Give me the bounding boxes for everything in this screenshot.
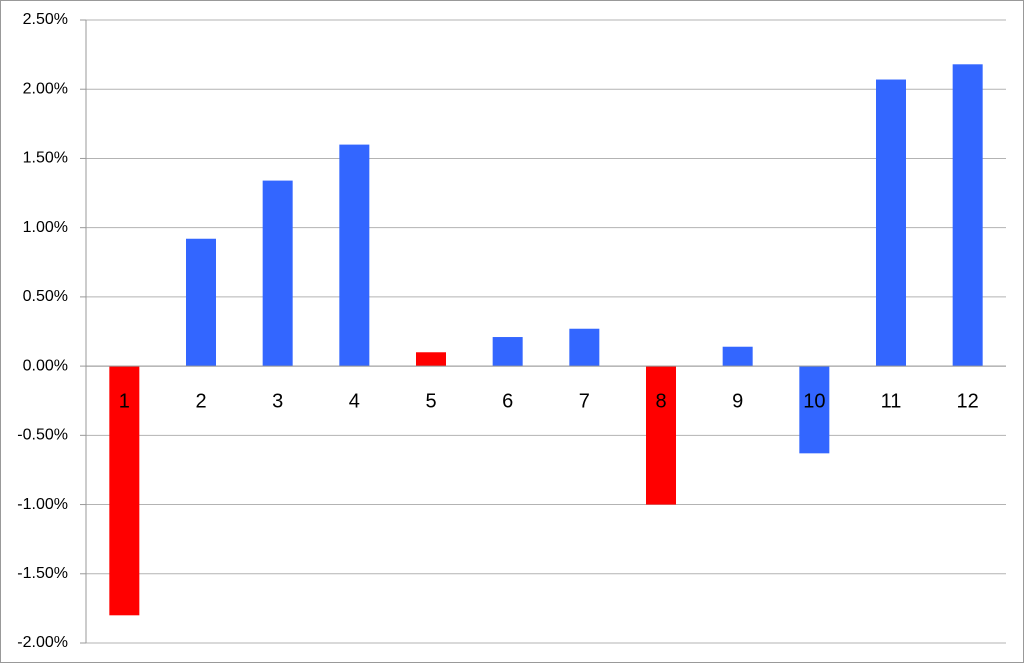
bar [262, 180, 293, 367]
x-tick-label: 9 [732, 390, 743, 412]
y-tick-label: -1.00% [17, 496, 68, 513]
bar [109, 366, 140, 616]
y-tick-label: -0.50% [17, 427, 68, 444]
x-tick-label: 5 [425, 390, 436, 412]
y-tick-label: -1.50% [17, 565, 68, 582]
y-tick-label: -2.00% [17, 634, 68, 651]
bar [799, 366, 830, 454]
x-tick-label: 2 [195, 390, 206, 412]
bar [186, 238, 216, 367]
bar [952, 64, 983, 367]
bar [339, 144, 370, 367]
y-tick-label: 2.00% [23, 80, 68, 97]
x-tick-label: 3 [272, 390, 283, 412]
x-tick-label: 1 [119, 390, 130, 412]
bar [876, 79, 906, 367]
x-tick-label: 7 [579, 390, 590, 412]
x-tick-label: 10 [803, 390, 825, 412]
bar [492, 337, 523, 367]
y-tick-label: 2.50% [23, 11, 68, 28]
bar [569, 328, 600, 367]
x-tick-label: 8 [655, 390, 666, 412]
bar [722, 346, 753, 367]
y-tick-label: 0.50% [23, 288, 68, 305]
x-tick-label: 12 [957, 390, 979, 412]
y-tick-label: 1.50% [23, 150, 68, 167]
x-tick-label: 11 [881, 390, 902, 412]
y-tick-label: 1.00% [23, 219, 68, 236]
bar [416, 352, 446, 367]
y-tick-label: 0.00% [23, 357, 68, 374]
x-tick-label: 4 [349, 390, 360, 412]
bar [646, 366, 676, 505]
x-tick-label: 6 [502, 390, 513, 412]
